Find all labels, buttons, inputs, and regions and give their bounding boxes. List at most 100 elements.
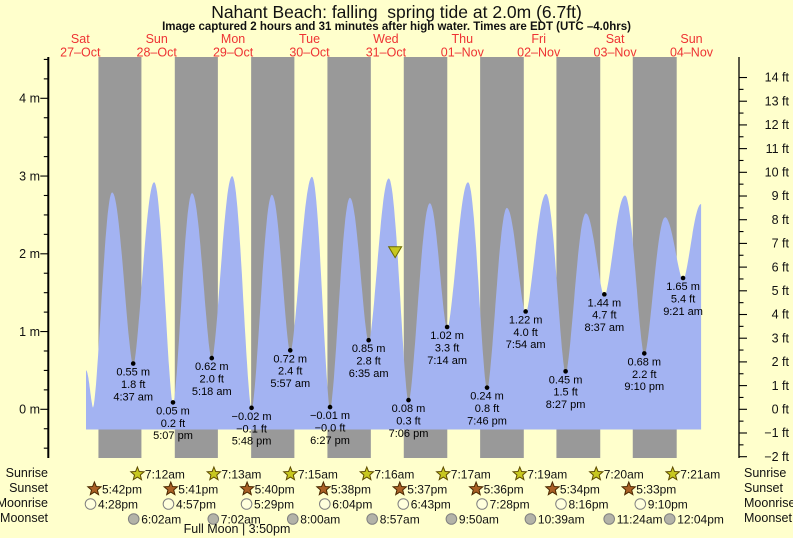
tide-extreme-label: 0.8 ft — [475, 403, 499, 415]
sunrise-time: 7:19am — [527, 467, 567, 481]
right-axis-tick-label: 3 ft — [772, 331, 790, 345]
tide-extreme-dot — [249, 405, 254, 411]
sunrise-star-icon — [435, 465, 452, 481]
moonset-circle-icon — [366, 513, 378, 525]
moonset-time: 11:24am — [617, 512, 663, 526]
tide-extreme-label: 3.3 ft — [435, 342, 459, 354]
right-axis-tick-label: 8 ft — [772, 213, 790, 227]
tide-extreme-label: 4.0 ft — [513, 327, 537, 339]
tide-extreme-label: 2.0 ft — [200, 373, 224, 385]
left-axis-tick-label: 4 m — [19, 92, 40, 106]
chart-subtitle: Image captured 2 hours and 31 minutes af… — [162, 21, 631, 33]
moonrise-time: 9:10pm — [648, 497, 688, 511]
day-date-label: 28–Oct — [137, 46, 178, 60]
tide-extreme-label: 5:57 am — [270, 378, 310, 390]
left-axis-tick-label: 2 m — [19, 247, 40, 261]
moonrise-row-label-left: Moonrise — [0, 496, 48, 510]
left-axis-tick-label: 0 m — [19, 403, 40, 417]
sunset-time: 5:41pm — [178, 482, 218, 496]
moonset-circle-icon — [445, 513, 458, 525]
right-axis-tick-label: 7 ft — [772, 237, 790, 251]
moonrise-circle-icon — [240, 498, 253, 510]
day-name-label: Thu — [452, 32, 474, 46]
tide-extreme-dot — [523, 309, 528, 314]
sunrise-star-icon — [664, 465, 681, 481]
sunrise-time: 7:21am — [680, 467, 720, 481]
sunrise-star-icon — [205, 465, 222, 481]
right-axis-tick-label: −1 ft — [764, 426, 789, 440]
tide-extreme-label: 6:35 am — [349, 368, 389, 380]
tide-extreme-dot — [287, 348, 293, 353]
moonrise-time: 6:43pm — [411, 497, 451, 511]
tide-extreme-dot — [680, 275, 686, 281]
sunrise-star-icon — [358, 465, 375, 481]
moonset-row-label-right: Moonset — [744, 511, 792, 525]
sunrise-star-icon — [129, 465, 146, 481]
tide-extreme-dot — [170, 400, 176, 405]
tide-extreme-label: 0.72 m — [273, 353, 307, 365]
tide-extreme-label: 1.8 ft — [121, 379, 145, 391]
tide-extreme-label: 7:46 pm — [467, 415, 507, 427]
sunrise-time: 7:12am — [145, 467, 185, 481]
moonrise-time: 6:04pm — [332, 497, 372, 511]
tide-extreme-label: 6:27 pm — [310, 435, 350, 447]
sunset-time: 5:37pm — [407, 482, 447, 496]
tide-extreme-annotations: 0.55 m1.8 ft4:37 am0.05 m0.2 ft5:07 pm 0.… — [113, 275, 703, 448]
left-axis-tick-label: 1 m — [19, 325, 40, 339]
moonset-time: 6:02am — [141, 512, 181, 526]
day-date-label: 29–Oct — [213, 46, 254, 60]
sunrise-time: 7:16am — [374, 467, 414, 481]
tide-extreme-label: 0.68 m — [627, 356, 661, 368]
tide-extreme-label: 7:14 am — [427, 355, 467, 367]
sunset-star-icon — [468, 480, 485, 496]
day-name-label: Mon — [221, 32, 245, 46]
tide-extreme-label: 2.8 ft — [356, 356, 380, 368]
right-axis-tick-label: 4 ft — [772, 308, 790, 322]
tide-extreme-label: 1.02 m — [430, 330, 464, 342]
tide-extreme-label: 0.45 m — [549, 374, 583, 386]
tide-extreme-label: 0.62 m — [195, 361, 229, 373]
right-axis-tick-label: 9 ft — [772, 189, 790, 203]
right-axis-tick-label: −2 ft — [764, 450, 789, 464]
moonset-time: 10:39am — [538, 512, 585, 526]
tide-extreme-dot — [484, 385, 490, 390]
tide-extreme-label: −0.01 m — [310, 410, 350, 422]
tide-extreme-label: 8:27 pm — [546, 399, 586, 411]
sunrise-time: 7:20am — [604, 467, 644, 481]
sunset-time: 5:38pm — [331, 482, 371, 496]
right-axis-tick-label: 6 ft — [772, 260, 790, 274]
tide-extreme-label: 7:54 am — [506, 339, 546, 351]
day-date-label: 03–Nov — [594, 46, 638, 60]
tide-extreme-label: 0.3 ft — [396, 415, 420, 427]
sunset-time: 5:33pm — [636, 482, 676, 496]
moonset-time: 7:02am — [221, 512, 261, 526]
sunrise-time: 7:15am — [298, 467, 338, 481]
tide-extreme-label: 2.4 ft — [278, 366, 302, 378]
tide-extreme-label: 5:18 am — [192, 386, 232, 398]
moonset-circle-icon — [286, 513, 299, 525]
sunrise-time: 7:17am — [451, 467, 491, 481]
moonset-circle-icon — [207, 513, 220, 525]
day-name-label: Fri — [531, 32, 546, 46]
day-name-label: Tue — [299, 32, 320, 46]
day-name-label: Sun — [680, 32, 702, 46]
tide-extreme-label: 4.7 ft — [592, 310, 616, 322]
tide-extreme-label: 0.05 m — [156, 405, 190, 417]
moonrise-time: 4:28pm — [98, 497, 138, 511]
tide-extreme-label: −0.02 m — [232, 411, 272, 423]
tide-extreme-dot — [209, 355, 215, 361]
day-name-label: Sat — [606, 32, 625, 46]
moonset-circle-icon — [663, 513, 676, 525]
moonset-row-label-left: Moonset — [0, 511, 48, 525]
tide-extreme-label: 9:21 am — [663, 306, 703, 318]
moonrise-circle-icon — [634, 498, 647, 510]
tide-extreme-dot — [130, 361, 136, 366]
tide-extreme-dot — [641, 351, 647, 356]
tide-extreme-dot — [444, 324, 450, 330]
moonrise-circle-icon — [84, 498, 97, 510]
moonrise-time: 5:29pm — [254, 497, 294, 511]
sunset-star-icon — [544, 480, 561, 496]
sun-moon-rows: 7:12am 7:13am 7:15am 7:16am 7:17am 7:19am 7:20… — [84, 465, 724, 526]
day-date-label: 30–Oct — [289, 46, 330, 60]
